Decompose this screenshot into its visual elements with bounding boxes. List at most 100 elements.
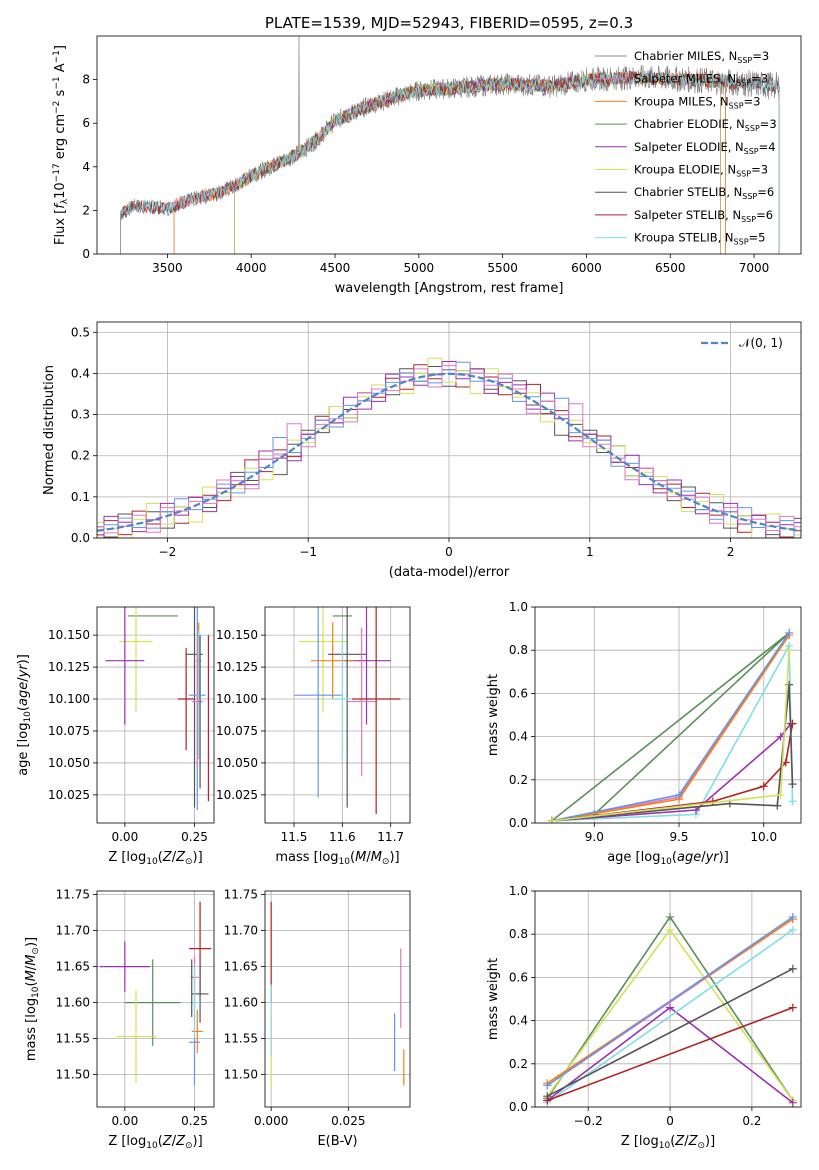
x-axis-label: E(B-V)	[317, 1134, 357, 1149]
weight-line-chabrier_stelib	[546, 968, 794, 1097]
y-tick-label: 1.0	[509, 884, 528, 898]
axes-frame	[96, 35, 802, 255]
x-tick-label: 4000	[236, 261, 267, 275]
weight-marker-kroupa_stelib	[788, 925, 797, 934]
weight-marker-salpeter_stelib	[543, 1096, 552, 1105]
mass_age-plot	[294, 607, 401, 815]
legend-label-chabrier_stelib: Chabrier STELIB, NSSP=6	[634, 185, 774, 201]
y-tick-label: 6	[82, 116, 90, 130]
x-tick-label: −1	[299, 545, 317, 559]
x-tick-label: −0.2	[574, 1114, 603, 1128]
axes-frame	[96, 321, 802, 539]
weight-marker-salpeter_elodie	[666, 1003, 675, 1012]
y-tick-label: 0.6	[509, 686, 528, 700]
histogram-chabrier_stelib	[97, 366, 801, 538]
y-tick-label: 11.65	[224, 960, 258, 974]
x-tick-label: 6000	[571, 261, 602, 275]
weight-marker-blue	[675, 790, 684, 799]
z_age-plot	[105, 607, 210, 811]
x-tick-label: 9.0	[585, 830, 604, 844]
y-tick-label: 0.0	[509, 816, 528, 830]
y-tick-label: 11.75	[224, 888, 258, 902]
x-tick-label: 0.025	[331, 1114, 365, 1128]
y-tick-label: 10.075	[216, 724, 258, 738]
y-axis-label: mass weight	[486, 674, 501, 756]
y-tick-label: 11.65	[56, 960, 90, 974]
y-tick-label: 11.60	[224, 996, 258, 1010]
y-tick-label: 2	[82, 203, 90, 217]
y-tick-label: 10.100	[216, 692, 258, 706]
residuals-axes: −2 −1 0 1 2 0.0 0.1 0.2 0.3 0.4 0.5 (data-model)/er…	[42, 321, 802, 580]
z_mass-plot	[99, 901, 212, 1086]
y-tick-label: 11.55	[56, 1032, 90, 1046]
weight-marker-blue	[785, 628, 794, 637]
weight-line-salpeter_stelib	[551, 723, 794, 822]
axes-frame	[534, 890, 802, 1108]
legend: 𝒩(0, 1)	[701, 336, 783, 350]
weight-marker-salpeter_elodie	[788, 1098, 797, 1107]
weight-marker-blue	[543, 1081, 552, 1090]
y-tick-label: 0.2	[71, 449, 90, 463]
x-tick-label: 11.7	[377, 830, 404, 844]
y-tick-label: 0.2	[509, 773, 528, 787]
x-tick-label: 4500	[320, 261, 351, 275]
weight-marker-chabrier_stelib	[773, 801, 782, 810]
x-tick-label: 6500	[655, 261, 686, 275]
y-tick-label: 10.100	[48, 692, 90, 706]
model-line-kroupa_stelib	[120, 70, 780, 254]
y-axis-label: mass [log10(M/M⊙)]	[24, 937, 41, 1061]
weight-marker-kroupa_elodie	[785, 646, 794, 655]
x-tick-label: 0.00	[111, 830, 138, 844]
axes-frame	[264, 890, 411, 1108]
weight-line-salpeter_elodie	[551, 723, 792, 822]
y-tick-label: 11.70	[56, 924, 90, 938]
z_age-axes: 0.00 0.25 10.025 10.050 10.075 10.100 10.125 10…	[16, 606, 215, 867]
y-tick-label: 10.075	[48, 724, 90, 738]
y-axis-label: mass weight	[486, 958, 501, 1040]
model-line-salpeter_stelib	[120, 71, 780, 254]
residuals-plot	[97, 357, 801, 538]
y-tick-label: 10.050	[216, 756, 258, 770]
y-tick-label: 10.025	[48, 788, 90, 802]
axes-frame	[96, 606, 215, 824]
histogram-salpeter_elodie	[97, 361, 801, 538]
x-tick-label: 7000	[739, 261, 770, 275]
x-tick-label: 5000	[404, 261, 435, 275]
mass_age-axes: 11.5 11.6 11.7 10.025 10.050 10.075 10.100 10.1…	[216, 606, 411, 867]
weight-line-blue	[546, 916, 794, 1087]
x-axis-label: (data-model)/error	[389, 565, 510, 580]
y-tick-label: 0.6	[509, 970, 528, 984]
y-tick-label: 10.125	[216, 660, 258, 674]
y-tick-label: 10.125	[48, 660, 90, 674]
axes-frame	[96, 890, 215, 1108]
weight-marker-kroupa_elodie	[547, 816, 556, 823]
weight-marker-chabrier_stelib	[788, 964, 797, 973]
y-tick-label: 0.8	[509, 643, 528, 657]
weight-marker-kroupa_stelib	[788, 797, 797, 806]
y-tick-label: 0.8	[509, 927, 528, 941]
spectrum-plot	[120, 36, 780, 254]
legend-label-kroupa_stelib: Kroupa STELIB, NSSP=5	[634, 231, 765, 247]
weight-marker-blue	[788, 912, 797, 921]
x-tick-label: 0.00	[111, 1114, 138, 1128]
legend-label-salpeter_miles: Salpeter MILES, NSSP=3	[634, 72, 768, 88]
y-tick-label: 11.55	[224, 1032, 258, 1046]
y-tick-label: 10.025	[216, 788, 258, 802]
y-tick-label: 11.50	[56, 1068, 90, 1082]
y-tick-label: 11.60	[56, 996, 90, 1010]
x-axis-label: age [log10(age/yr)]	[607, 850, 729, 867]
y-tick-label: 0.4	[71, 366, 90, 380]
weight-marker-salpeter_stelib	[759, 782, 768, 791]
z_weight-axes: −0.2 0 0.2 0.0 0.2 0.4 0.6 0.8 1.0 Z [log10(Z/Z⊙)…	[486, 884, 802, 1151]
ebv_mass-plot	[270, 901, 405, 1089]
y-tick-label: 11.70	[224, 924, 258, 938]
y-axis-label: Normed distribution	[42, 365, 57, 495]
legend-label-salpeter_elodie: Salpeter ELODIE, NSSP=4	[634, 140, 776, 156]
y-tick-label: 10.050	[48, 756, 90, 770]
weight-marker-chabrier_stelib	[788, 780, 797, 789]
y-tick-label: 0.5	[71, 325, 90, 339]
weight-marker-chabrier_elodie	[666, 912, 675, 921]
y-tick-label: 0.1	[71, 490, 90, 504]
legend: Chabrier MILES, NSSP=3 Salpeter MILES, NS…	[595, 49, 777, 247]
z_weight-plot	[543, 912, 797, 1107]
